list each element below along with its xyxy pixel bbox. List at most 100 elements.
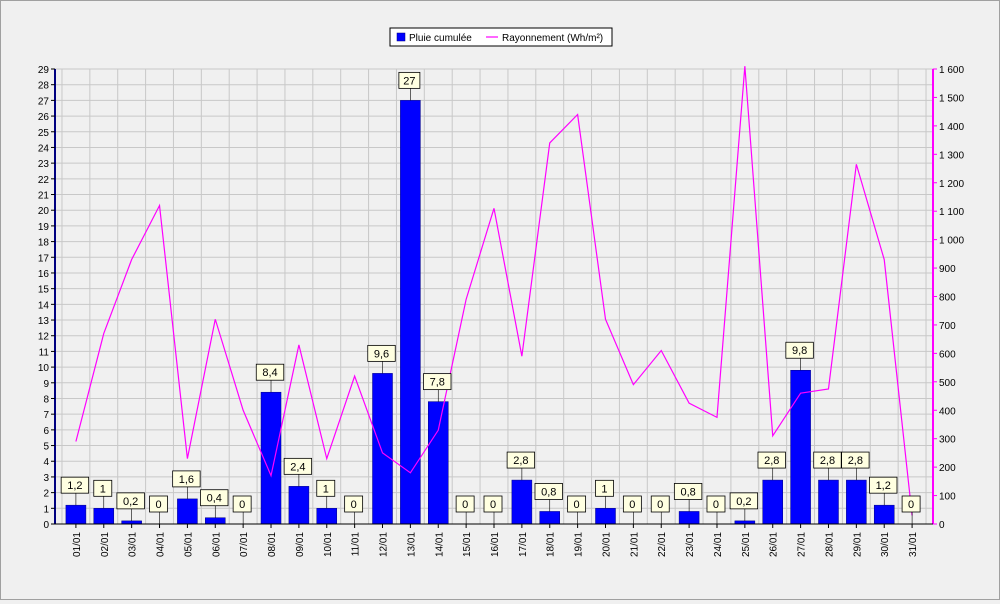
x-tick-label: 03/01 (128, 532, 139, 557)
bar (205, 517, 226, 525)
left-tick-label: 5 (43, 442, 49, 453)
data-label-text: 8,4 (262, 367, 277, 379)
bar (762, 479, 783, 525)
data-label-box (149, 495, 168, 513)
data-label-box (200, 489, 229, 507)
data-label-text: 0 (908, 499, 914, 511)
left-tick-label: 11 (39, 347, 50, 358)
data-label: 0 (483, 495, 503, 524)
x-tick-label: 20/01 (601, 532, 612, 557)
data-label: 2,8 (813, 451, 842, 481)
x-tick-label: 27/01 (797, 532, 808, 557)
left-tick-label: 14 (38, 300, 50, 311)
data-label: 0,8 (534, 483, 563, 512)
data-label-box (706, 495, 726, 513)
data-label: 0 (622, 495, 642, 524)
data-label-box (60, 476, 90, 494)
right-tick-label: 100 (939, 492, 956, 503)
axes: 0123456789101112131415161718192021222324… (38, 65, 965, 557)
left-tick-label: 8 (43, 394, 49, 405)
data-label: 7,8 (423, 373, 452, 402)
x-tick-label: 22/01 (657, 532, 668, 557)
x-tick-label: 06/01 (211, 532, 222, 557)
data-label-text: 0 (239, 499, 245, 511)
data-label-box (316, 479, 336, 497)
data-label-text: 0,8 (680, 486, 695, 498)
data-label: 27 (398, 71, 421, 101)
data-label-text: 7,8 (430, 377, 445, 389)
data-label-box (567, 495, 587, 513)
x-tick-label: 25/01 (741, 532, 752, 557)
left-tick-label: 12 (38, 332, 50, 343)
data-label: 1,6 (172, 470, 201, 499)
bar (316, 508, 338, 525)
right-tick-label: 0 (939, 520, 945, 531)
data-label: 0,8 (673, 483, 703, 512)
data-label-text: 0 (351, 499, 357, 511)
left-tick-label: 23 (38, 159, 50, 170)
left-tick-label: 21 (38, 191, 50, 202)
x-tick-label: 14/01 (434, 532, 445, 557)
left-tick-label: 22 (38, 175, 50, 186)
data-label: 8,4 (255, 363, 285, 393)
data-label-text: 2,8 (513, 455, 528, 467)
data-label-box (673, 483, 703, 500)
right-tick-label: 400 (939, 406, 956, 417)
left-tick-label: 29 (38, 65, 50, 76)
bar (428, 401, 449, 525)
x-tick-label: 11/01 (351, 532, 362, 557)
data-label-box (841, 451, 870, 469)
data-label-text: 0,4 (207, 493, 222, 505)
data-label: 0 (650, 495, 670, 524)
left-tick-label: 26 (38, 112, 50, 123)
legend-box (389, 27, 613, 47)
data-label-box (367, 344, 396, 362)
data-label-text: 2,8 (820, 455, 835, 467)
x-tick-label: 30/01 (880, 532, 891, 557)
bar (846, 479, 867, 525)
data-label-box (622, 495, 642, 513)
right-tick-label: 1 200 (939, 179, 964, 190)
x-tick-label: 02/01 (100, 532, 111, 557)
legend-label-pluie: Pluie cumulée (409, 33, 472, 44)
bar (873, 504, 895, 525)
data-label: 0 (901, 495, 921, 524)
data-label-box (483, 495, 503, 513)
bar (400, 100, 421, 525)
bar (818, 479, 839, 525)
right-tick-label: 900 (939, 264, 956, 275)
x-tick-label: 01/01 (72, 532, 83, 557)
right-tick-label: 700 (939, 321, 956, 332)
x-tick-label: 12/01 (379, 532, 390, 557)
data-label: 0,4 (200, 489, 229, 518)
data-label-text: 0 (629, 499, 635, 511)
left-tick-label: 4 (43, 457, 49, 468)
right-tick-label: 600 (939, 349, 956, 360)
bar-series (65, 100, 895, 525)
bar (177, 498, 198, 525)
bar (288, 486, 310, 525)
left-tick-label: 10 (38, 363, 50, 374)
legend: Pluie cumulée Rayonnement (Wh/m²) (389, 27, 613, 47)
data-label: 1 (595, 479, 614, 509)
left-tick-label: 25 (38, 128, 50, 139)
x-tick-label: 31/01 (908, 532, 919, 557)
x-tick-label: 18/01 (546, 532, 557, 557)
data-label-box (398, 71, 421, 89)
left-tick-label: 9 (43, 379, 49, 390)
data-label-text: 0,2 (736, 496, 751, 508)
legend-swatch-pluie (396, 32, 406, 42)
left-tick-label: 24 (38, 143, 50, 154)
x-tick-label: 21/01 (629, 532, 640, 557)
x-tick-label: 16/01 (490, 532, 501, 557)
data-label-box (757, 451, 786, 469)
data-label-text: 9,6 (374, 348, 389, 360)
data-label-text: 1 (323, 483, 329, 495)
data-label-text: 0,2 (123, 496, 138, 508)
data-label: 0 (232, 495, 252, 524)
data-label: 1,2 (869, 476, 898, 506)
data-label-box (650, 495, 670, 513)
x-tick-label: 04/01 (156, 532, 167, 557)
left-tick-label: 17 (38, 253, 50, 264)
data-label-box (869, 476, 898, 494)
